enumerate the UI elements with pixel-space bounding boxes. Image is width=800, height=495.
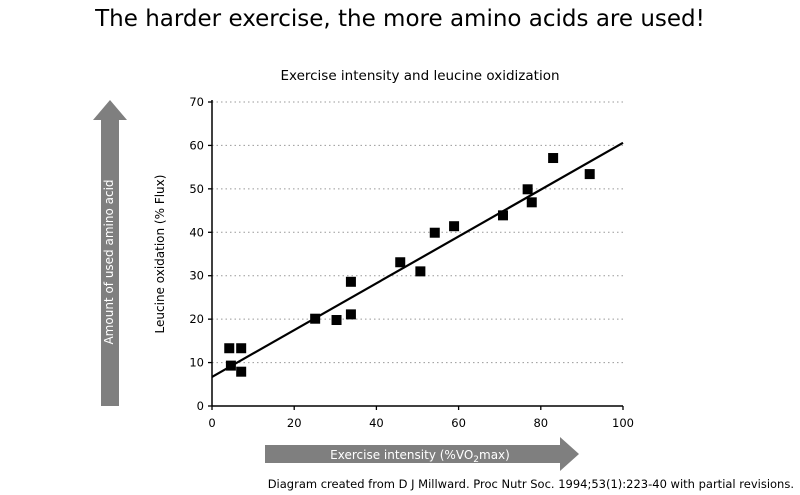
data-point [449,221,460,232]
x-tick-label: 20 [287,416,302,430]
data-point [497,210,508,221]
data-point [224,343,235,354]
x-tick-label: 60 [451,416,466,430]
data-point [345,276,356,287]
y-tick-label: 60 [189,138,204,152]
chart-title: Exercise intensity and leucine oxidizati… [280,68,559,84]
vertical-arrow-label: Amount of used amino acid [102,179,116,344]
x-tick-label: 80 [533,416,548,430]
data-point [395,257,406,268]
y-tick-label: 0 [197,399,204,413]
data-point [415,266,426,277]
data-point [584,169,595,180]
data-point [331,315,342,326]
x-tick-label: 0 [208,416,215,430]
data-point [310,313,321,324]
y-tick-label: 50 [189,182,204,196]
trendline [211,141,624,378]
amino-acid-up-arrow: Amount of used amino acid [93,100,127,406]
exercise-intensity-right-arrow: Exercise intensity (%VO2max) [265,437,579,471]
y-axis-label: Leucine oxidation (% Flux) [153,175,167,334]
x-tick-label: 40 [369,416,384,430]
data-point [345,309,356,320]
data-point [522,184,533,195]
x-tick-label: 100 [612,416,634,430]
headline: The harder exercise, the more amino acid… [95,6,705,32]
data-point [236,343,247,354]
data-point [548,153,559,164]
data-point [526,197,537,208]
source-credit: Diagram created from D J Millward. Proc … [267,477,794,491]
y-tick-label: 70 [189,95,204,109]
y-tick-label: 30 [189,269,204,283]
data-point [236,366,247,377]
y-tick-label: 40 [189,225,204,239]
data-point [225,360,236,371]
y-tick-label: 10 [189,356,204,370]
y-tick-label: 20 [189,312,204,326]
horizontal-arrow-label: Exercise intensity (%VO2max) [330,448,510,465]
data-point [429,227,440,238]
